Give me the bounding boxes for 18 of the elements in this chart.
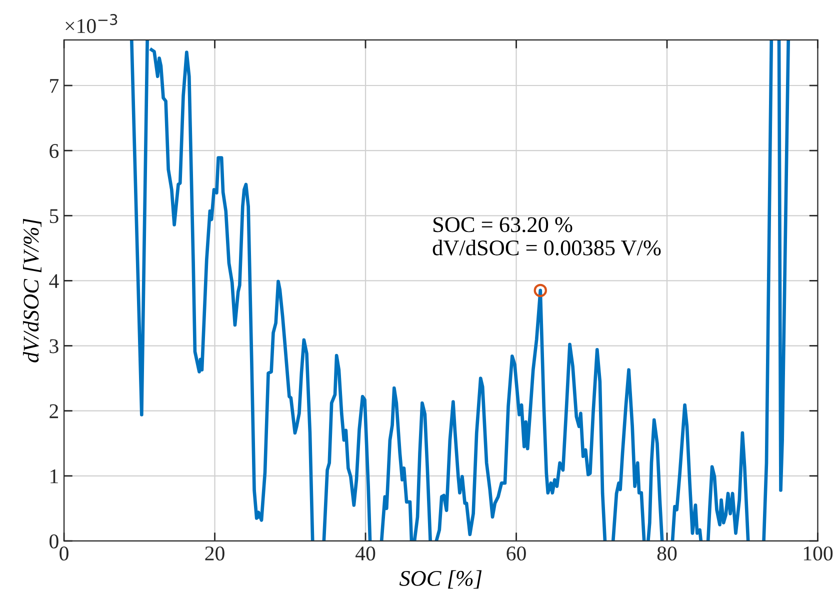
y-tick-label: 0	[50, 534, 58, 548]
text: ×10$^{−3}$	[66, 14, 118, 34]
y-tick-label: 2	[50, 404, 58, 418]
annotation: SOC = 63.20 % dV/dSOC = 0.00385 V/%	[432, 217, 661, 256]
y-tick-label: 1	[50, 469, 58, 484]
x-axis-title: SOC [%]	[399, 570, 482, 589]
x-tick-label: 0	[60, 546, 68, 560]
y-tick-label: 7	[50, 79, 59, 93]
y-tick-label: 3	[50, 339, 58, 354]
x-tick-label: 40	[356, 546, 376, 560]
y-axis-title: dV/dSOC [V/%]	[23, 218, 42, 362]
x-tick-label: 60	[506, 546, 526, 560]
x-tick-label: 80	[657, 546, 677, 560]
x-tick-label: 20	[205, 546, 224, 560]
y-tick-label: 5	[50, 209, 58, 224]
y-tick-label: 4	[49, 274, 59, 288]
y-tick-label: 6	[50, 144, 59, 158]
x-tick-label: 100	[804, 546, 833, 560]
